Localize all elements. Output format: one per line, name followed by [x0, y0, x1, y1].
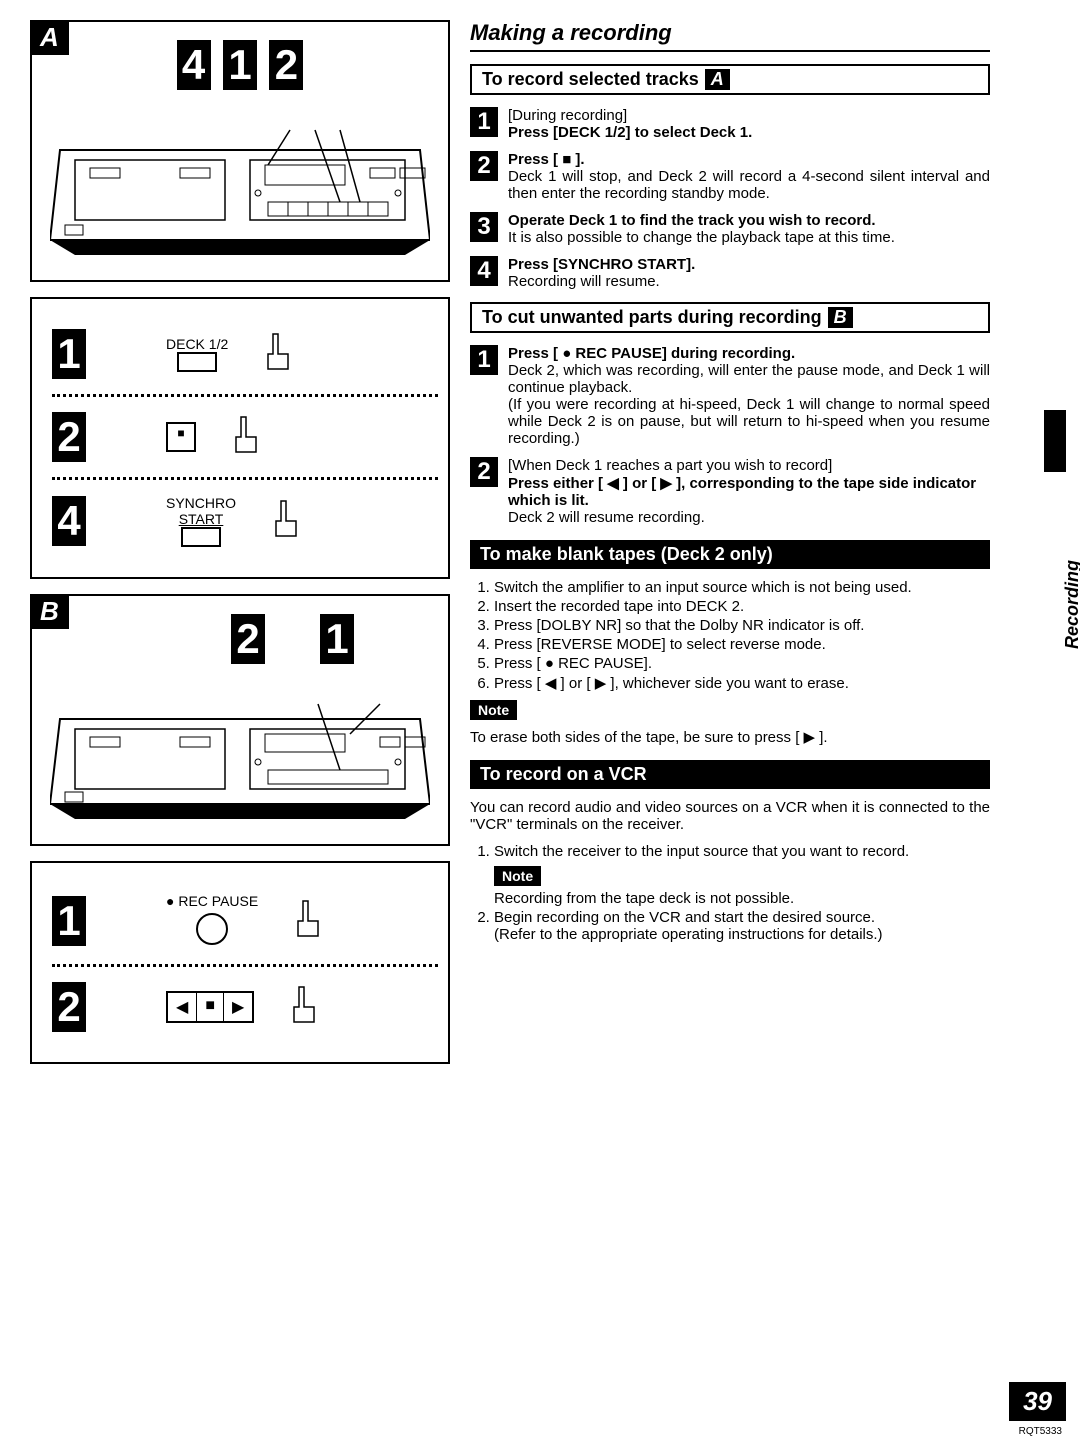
- blank-steps: Switch the amplifier to an input source …: [494, 579, 990, 692]
- step-num-4: 4: [52, 496, 86, 546]
- a2-body: Deck 1 will stop, and Deck 2 will record…: [508, 168, 990, 202]
- section-b-heading: To cut unwanted parts during recording B: [470, 302, 990, 333]
- a4-bold: Press [SYNCHRO START].: [508, 256, 990, 273]
- sec-a-text: To record selected tracks: [482, 69, 699, 90]
- vcr-step2: Begin recording on the VCR and start the…: [494, 909, 990, 943]
- blank-3: Press [DOLBY NR] so that the Dolby NR in…: [494, 617, 990, 634]
- a3-bold: Operate Deck 1 to find the track you wis…: [508, 212, 990, 229]
- recpause-label: ● REC PAUSE: [166, 893, 258, 909]
- step-b2: 2: [52, 982, 86, 1032]
- instruction-a1: 1 [During recording] Press [DECK 1/2] to…: [470, 107, 990, 141]
- callout-1: 1: [223, 40, 257, 90]
- box-label-b: B: [30, 594, 69, 629]
- a2-bold: Press [ ■ ].: [508, 151, 990, 168]
- b2-bold: Press either [ ◀ ] or [ ▶ ], correspondi…: [508, 474, 990, 509]
- note-label-blank: Note: [470, 700, 517, 720]
- hand-icon: [288, 896, 338, 946]
- num-4: 4: [470, 256, 498, 286]
- page-number: 39: [1009, 1382, 1066, 1421]
- b2-body: Deck 2 will resume recording.: [508, 509, 990, 526]
- step-num-1: 1: [52, 329, 86, 379]
- hand-icon: [284, 982, 334, 1032]
- instruction-a2: 2 Press [ ■ ]. Deck 1 will stop, and Dec…: [470, 151, 990, 202]
- callout-2: 2: [269, 40, 303, 90]
- side-strip: [1044, 410, 1066, 472]
- hand-icon: [258, 329, 308, 379]
- synchro-label: SYNCHRO: [166, 495, 236, 511]
- start-label: START: [179, 511, 224, 527]
- section-a-heading: To record selected tracks A: [470, 64, 990, 95]
- sec-b-text: To cut unwanted parts during recording: [482, 307, 822, 328]
- instruction-a4: 4 Press [SYNCHRO START]. Recording will …: [470, 256, 990, 290]
- num-3: 3: [470, 212, 498, 242]
- sec-a-tag: A: [705, 69, 730, 90]
- callout-b1: 1: [320, 614, 354, 664]
- instruction-b1: 1 Press [ ● REC PAUSE] during recording.…: [470, 345, 990, 447]
- note-blank: To erase both sides of the tape, be sure…: [470, 728, 990, 746]
- blank-4: Press [REVERSE MODE] to select reverse m…: [494, 636, 990, 653]
- page-title: Making a recording: [470, 20, 990, 52]
- doc-code: RQT5333: [1019, 1426, 1062, 1437]
- deck-drawing-a: [50, 120, 430, 260]
- deck-drawing-b: [50, 694, 430, 824]
- hand-icon: [266, 496, 316, 546]
- side-tab: Recording: [1062, 560, 1080, 649]
- num-2: 2: [470, 151, 498, 181]
- blank-5: Press [ ● REC PAUSE].: [494, 655, 990, 672]
- vcr-note-label: Note: [494, 866, 541, 886]
- section-vcr-heading: To record on a VCR: [470, 760, 990, 789]
- hand-icon: [226, 412, 276, 462]
- blank-1: Switch the amplifier to an input source …: [494, 579, 990, 596]
- callout-b2: 2: [231, 614, 265, 664]
- num-b2: 2: [470, 457, 498, 487]
- diagram-b: B 2 1: [30, 594, 450, 846]
- b1-bold: Press [ ● REC PAUSE] during recording.: [508, 345, 990, 362]
- instruction-b2: 2 [When Deck 1 reaches a part you wish t…: [470, 457, 990, 526]
- callout-4: 4: [177, 40, 211, 90]
- a1-bold: Press [DECK 1/2] to select Deck 1.: [508, 124, 990, 141]
- b2-pre: [When Deck 1 reaches a part you wish to …: [508, 457, 990, 474]
- box-label-a: A: [30, 20, 69, 55]
- diagram-a-callouts: 4 1 2: [42, 40, 438, 90]
- b1-body: Deck 2, which was recording, will enter …: [508, 362, 990, 447]
- vcr-note: Recording from the tape deck is not poss…: [494, 890, 794, 907]
- instruction-a3: 3 Operate Deck 1 to find the track you w…: [470, 212, 990, 246]
- blank-6: Press [ ◀ ] or [ ▶ ], whichever side you…: [494, 674, 990, 692]
- section-blank-heading: To make blank tapes (Deck 2 only): [470, 540, 990, 569]
- step-b1: 1: [52, 896, 86, 946]
- num-1: 1: [470, 107, 498, 137]
- a1-pre: [During recording]: [508, 107, 990, 124]
- num-b1: 1: [470, 345, 498, 375]
- diagram-b-callouts: 2 1: [42, 614, 438, 664]
- vcr-step1: Switch the receiver to the input source …: [494, 843, 909, 860]
- diagram-b-steps: 1 ● REC PAUSE 2 ◀ ■: [30, 861, 450, 1064]
- diagram-a: A 4 1 2: [30, 20, 450, 282]
- a4-body: Recording will resume.: [508, 273, 990, 290]
- vcr-steps: Switch the receiver to the input source …: [494, 843, 990, 943]
- step-num-2: 2: [52, 412, 86, 462]
- blank-2: Insert the recorded tape into DECK 2.: [494, 598, 990, 615]
- diagram-a-steps: 1 DECK 1/2 2 ■: [30, 297, 450, 579]
- sec-b-tag: B: [828, 307, 853, 328]
- deck12-label: DECK 1/2: [166, 336, 228, 352]
- vcr-intro: You can record audio and video sources o…: [470, 799, 990, 833]
- a3-body: It is also possible to change the playba…: [508, 229, 990, 246]
